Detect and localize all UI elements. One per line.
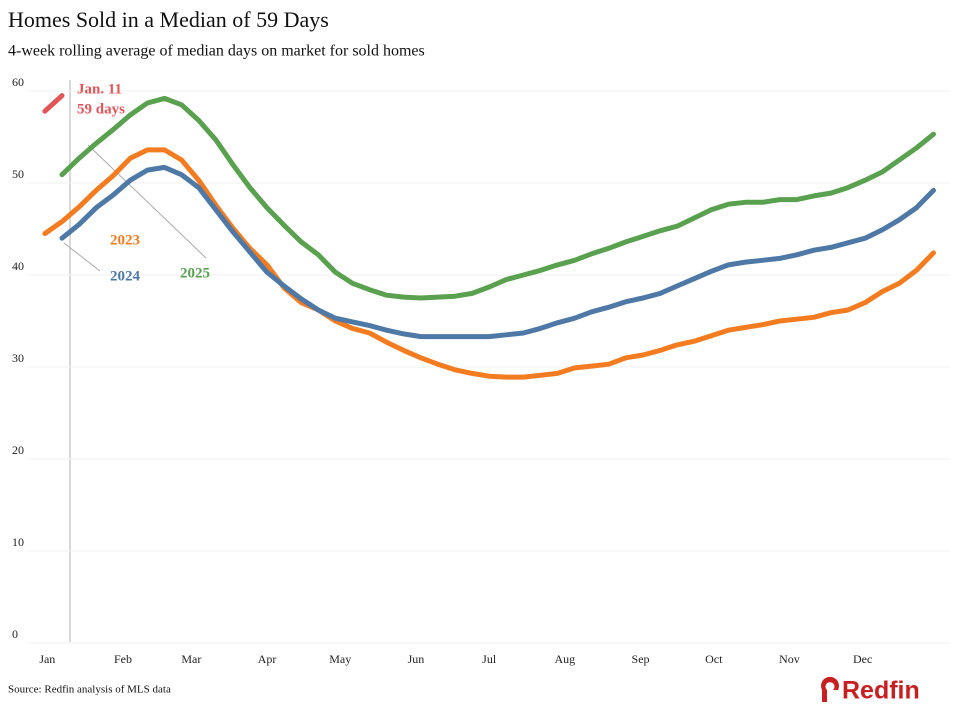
chart-title: Homes Sold in a Median of 59 Days [8, 7, 329, 32]
chart-subtitle: 4-week rolling average of median days on… [8, 43, 425, 60]
label-connector [63, 242, 101, 272]
y-tick-label: 30 [12, 351, 24, 365]
y-tick-label: 60 [12, 75, 24, 89]
x-tick-label: Feb [114, 652, 132, 666]
plot-area: 0 10 20 30 40 50 60 Jan Feb Mar Apr May Jun Jul Aug Sep… [12, 75, 950, 666]
y-tick-label: 50 [12, 167, 24, 181]
logo-text: Redfin [842, 677, 920, 705]
x-tick-label: Oct [705, 652, 723, 666]
x-tick-label: Jul [482, 652, 497, 666]
x-tick-label: Aug [555, 652, 576, 666]
series-line [59, 95, 936, 301]
y-tick-label: 0 [12, 627, 18, 641]
series-line [42, 93, 65, 114]
series-label: 2024 [110, 268, 141, 284]
series-line [42, 147, 936, 380]
y-tick-label: 20 [12, 443, 24, 457]
label-connector [87, 144, 207, 259]
x-tick-label: Jan [39, 652, 55, 666]
logo-icon [821, 676, 839, 702]
annotation: 59 days [77, 101, 125, 117]
x-tick-label: Nov [779, 652, 800, 666]
source-note: Source: Redfin analysis of MLS data [8, 684, 171, 696]
x-tick-label: Jun [408, 652, 425, 666]
x-tick-label: Mar [181, 652, 201, 666]
series-label: 2023 [110, 232, 140, 248]
y-tick-label: 40 [12, 259, 24, 273]
x-tick-label: Dec [853, 652, 872, 666]
x-tick-label: Apr [258, 652, 277, 666]
series-label: 2025 [180, 265, 210, 281]
series-line [59, 164, 936, 340]
y-tick-label: 10 [12, 535, 24, 549]
annotation: Jan. 11 [77, 81, 122, 97]
logo: Redfin [821, 677, 920, 705]
x-tick-label: Sep [632, 652, 650, 666]
x-tick-label: May [329, 652, 351, 666]
